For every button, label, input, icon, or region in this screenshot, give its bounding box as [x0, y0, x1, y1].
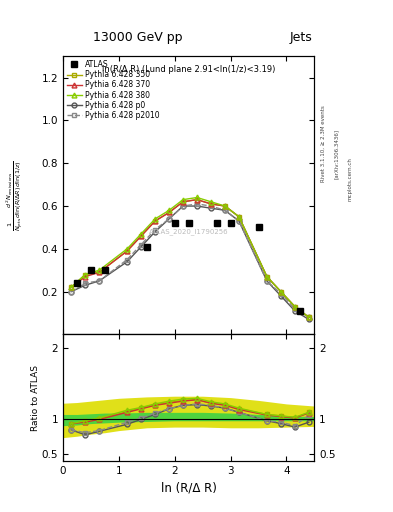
Y-axis label: Ratio to ATLAS: Ratio to ATLAS — [31, 365, 40, 431]
Text: 13000 GeV pp: 13000 GeV pp — [93, 31, 182, 44]
Text: mcplots.cern.ch: mcplots.cern.ch — [348, 157, 353, 201]
Text: ATLAS_2020_I1790256: ATLAS_2020_I1790256 — [149, 228, 228, 235]
Text: [arXiv:1306.3436]: [arXiv:1306.3436] — [334, 129, 339, 179]
Legend: ATLAS, Pythia 6.428 350, Pythia 6.428 370, Pythia 6.428 380, Pythia 6.428 p0, Py: ATLAS, Pythia 6.428 350, Pythia 6.428 37… — [65, 58, 161, 121]
X-axis label: ln (R/Δ R): ln (R/Δ R) — [161, 481, 217, 494]
Y-axis label: $\frac{1}{N_{\mathrm{jets}}}\frac{d^2 N_{\mathrm{emissions}}}{d\ln(R/\Delta R)\,: $\frac{1}{N_{\mathrm{jets}}}\frac{d^2 N_… — [4, 160, 25, 231]
Text: Rivet 3.1.10, ≥ 2.3M events: Rivet 3.1.10, ≥ 2.3M events — [320, 105, 325, 182]
Text: ln(R/Δ R) (Lund plane 2.91<ln(1/z)<3.19): ln(R/Δ R) (Lund plane 2.91<ln(1/z)<3.19) — [102, 65, 275, 74]
Text: Jets: Jets — [290, 31, 312, 44]
